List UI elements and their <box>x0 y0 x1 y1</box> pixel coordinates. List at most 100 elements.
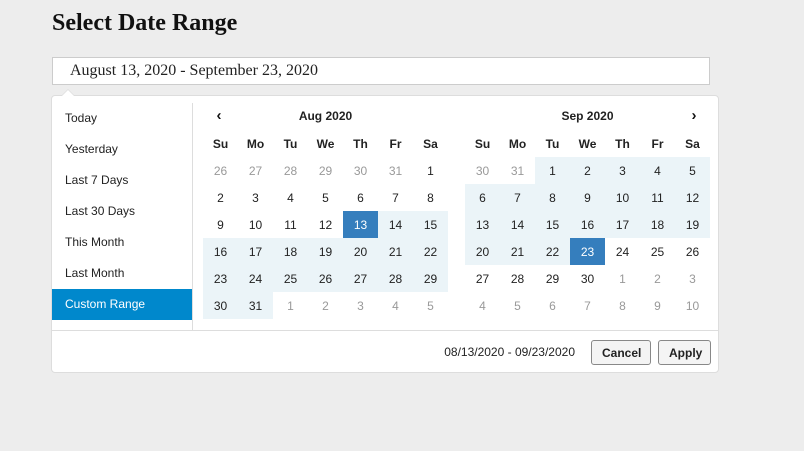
calendar-day[interactable]: 5 <box>675 157 710 184</box>
calendar-day[interactable]: 1 <box>619 271 626 286</box>
calendar-day[interactable]: 18 <box>273 238 308 265</box>
calendar-day[interactable]: 2 <box>322 298 329 313</box>
calendar-day[interactable]: 1 <box>427 163 434 178</box>
calendar-day[interactable]: 28 <box>283 163 298 178</box>
calendar-day[interactable]: 28 <box>378 265 413 292</box>
range-item[interactable]: Last 7 Days <box>65 173 129 187</box>
calendar-day[interactable]: 5 <box>322 190 329 205</box>
calendar-day[interactable]: 3 <box>605 157 640 184</box>
calendar-day[interactable]: 4 <box>392 298 399 313</box>
calendar-day[interactable]: 3 <box>357 298 364 313</box>
chevron-right-icon[interactable]: › <box>691 107 697 124</box>
apply-button[interactable]: Apply <box>658 340 711 365</box>
calendar-day[interactable]: 8 <box>535 184 570 211</box>
calendar-day[interactable]: 5 <box>514 298 521 313</box>
calendar-day[interactable]: 4 <box>287 190 294 205</box>
calendar-day[interactable]: 9 <box>654 298 661 313</box>
calendar-day[interactable]: 15 <box>413 211 448 238</box>
calendar-day[interactable]: 7 <box>584 298 591 313</box>
calendar-day[interactable]: 11 <box>640 184 675 211</box>
calendar-day[interactable]: 3 <box>689 271 696 286</box>
calendar-day[interactable]: 21 <box>378 238 413 265</box>
calendar-day[interactable]: 19 <box>308 238 343 265</box>
calendar-day[interactable]: 4 <box>479 298 486 313</box>
calendar-day[interactable]: 13 <box>343 211 378 238</box>
calendar-day[interactable]: 14 <box>500 211 535 238</box>
calendar-day[interactable]: 14 <box>378 211 413 238</box>
chevron-left-icon[interactable]: ‹ <box>216 107 222 124</box>
calendar-day[interactable]: 31 <box>510 163 525 178</box>
calendar-day[interactable]: 31 <box>238 292 273 319</box>
range-item[interactable]: Custom Range <box>52 289 192 320</box>
calendar-day[interactable]: 22 <box>535 238 570 265</box>
calendar-day[interactable]: 22 <box>413 238 448 265</box>
calendar-day[interactable]: 28 <box>510 271 525 286</box>
calendar-day[interactable]: 10 <box>605 184 640 211</box>
calendar-day[interactable]: 19 <box>675 211 710 238</box>
calendar-day[interactable]: 23 <box>203 265 238 292</box>
date-range-input[interactable] <box>52 57 710 85</box>
calendar-day[interactable]: 26 <box>213 163 228 178</box>
calendar-day[interactable]: 8 <box>619 298 626 313</box>
calendar-day[interactable]: 18 <box>640 211 675 238</box>
range-item[interactable]: Last 30 Days <box>65 204 136 218</box>
calendar-day[interactable]: 30 <box>203 292 238 319</box>
calendar-day[interactable]: 10 <box>685 298 700 313</box>
calendar-day[interactable]: 10 <box>248 217 263 232</box>
calendar-day[interactable]: 8 <box>427 190 434 205</box>
calendar-day[interactable]: 6 <box>549 298 556 313</box>
calendar-day[interactable]: 16 <box>570 211 605 238</box>
calendar-day[interactable]: 2 <box>654 271 661 286</box>
calendar-day[interactable]: 16 <box>203 238 238 265</box>
calendar-day[interactable]: 17 <box>238 238 273 265</box>
calendar-day[interactable]: 11 <box>284 217 297 232</box>
range-item[interactable]: Yesterday <box>65 142 118 156</box>
calendar-day[interactable]: 2 <box>570 157 605 184</box>
calendar-day[interactable]: 27 <box>343 265 378 292</box>
calendar-week: 27 28 29 30 1 2 3 <box>465 265 710 292</box>
calendar-day[interactable]: 31 <box>388 163 403 178</box>
calendar-day[interactable]: 17 <box>605 211 640 238</box>
calendar-day[interactable]: 26 <box>685 244 700 259</box>
calendar-day[interactable]: 27 <box>475 271 490 286</box>
calendar-day[interactable]: 6 <box>357 190 364 205</box>
calendar-day[interactable]: 3 <box>252 190 259 205</box>
calendar-day[interactable]: 13 <box>465 211 500 238</box>
calendar-day[interactable]: 5 <box>427 298 434 313</box>
calendar-day[interactable]: 29 <box>318 163 333 178</box>
calendar-day[interactable]: 27 <box>248 163 263 178</box>
calendar-day[interactable]: 29 <box>413 265 448 292</box>
calendar-day[interactable]: 12 <box>675 184 710 211</box>
calendar-day[interactable]: 30 <box>353 163 368 178</box>
calendar-day[interactable]: 15 <box>535 211 570 238</box>
calendar-day[interactable]: 30 <box>580 271 595 286</box>
calendar-day[interactable]: 6 <box>465 184 500 211</box>
calendar-day[interactable]: 7 <box>500 184 535 211</box>
calendar-day[interactable]: 9 <box>217 217 224 232</box>
calendar-day[interactable]: 9 <box>570 184 605 211</box>
calendar-day[interactable]: 30 <box>475 163 490 178</box>
calendar-day[interactable]: 20 <box>343 238 378 265</box>
calendar-day[interactable]: 4 <box>640 157 675 184</box>
calendar-day[interactable]: 24 <box>238 265 273 292</box>
calendar-day[interactable]: 26 <box>308 265 343 292</box>
calendar-day[interactable]: 1 <box>287 298 294 313</box>
calendar-day[interactable]: 2 <box>217 190 224 205</box>
calendar-day[interactable]: 7 <box>392 190 399 205</box>
calendar-day[interactable]: 23 <box>570 238 605 265</box>
calendar-day[interactable]: 25 <box>650 244 665 259</box>
month-label: Sep 2020 <box>561 109 614 123</box>
calendar-day[interactable]: 29 <box>545 271 560 286</box>
range-item[interactable]: Last Month <box>65 266 125 280</box>
calendar-day[interactable]: 1 <box>535 157 570 184</box>
cancel-button[interactable]: Cancel <box>591 340 651 365</box>
calendar-day[interactable]: 20 <box>465 238 500 265</box>
calendar-table: Su Mo Tu We Th Fr Sa 30 31 1 2 3 4 5 6 7 8 9 10 11 12 13 14 15… <box>465 130 710 319</box>
calendar-day[interactable]: 25 <box>273 265 308 292</box>
calendar-header: Sep 2020 › <box>465 105 710 130</box>
range-item[interactable]: This Month <box>65 235 125 249</box>
calendar-day[interactable]: 24 <box>615 244 630 259</box>
calendar-day[interactable]: 21 <box>500 238 535 265</box>
range-item[interactable]: Today <box>65 111 98 125</box>
calendar-day[interactable]: 12 <box>318 217 333 232</box>
